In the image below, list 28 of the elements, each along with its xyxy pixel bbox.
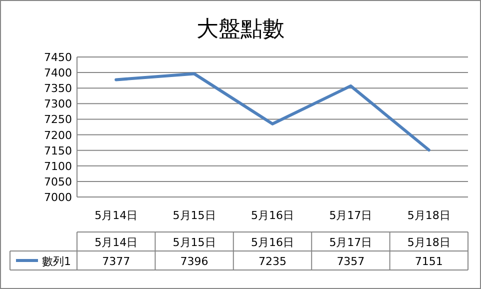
x-tick-label: 5月18日: [407, 209, 450, 222]
data-label: 7396: [180, 255, 208, 268]
legend-label: 數列1: [42, 255, 71, 268]
y-tick-label: 7000: [44, 191, 72, 204]
y-tick-label: 7300: [44, 98, 72, 111]
category-label: 5月17日: [329, 236, 372, 249]
category-label: 5月18日: [407, 236, 450, 249]
data-label: 7377: [102, 255, 130, 268]
x-tick-label: 5月17日: [329, 209, 372, 222]
x-tick-label: 5月15日: [172, 209, 216, 222]
y-tick-label: 7050: [44, 175, 72, 188]
chart-title: 大盤點數: [196, 17, 284, 42]
data-label: 7235: [258, 255, 286, 268]
y-tick-label: 7100: [44, 160, 72, 173]
y-tick-label: 7200: [44, 128, 72, 142]
y-tick-label: 7250: [44, 113, 72, 126]
category-label: 5月15日: [172, 236, 216, 249]
y-tick-label: 7400: [44, 66, 72, 80]
y-tick-label: 7450: [44, 51, 72, 64]
category-label: 5月14日: [94, 236, 138, 249]
x-tick-label: 5月14日: [94, 209, 138, 222]
data-label: 7151: [414, 255, 443, 268]
y-tick-label: 7150: [44, 144, 72, 158]
category-label: 5月16日: [251, 236, 294, 249]
y-tick-label: 7350: [44, 82, 72, 96]
x-tick-label: 5月16日: [251, 209, 294, 222]
line-series: [114, 72, 430, 152]
data-label: 7357: [336, 255, 365, 268]
